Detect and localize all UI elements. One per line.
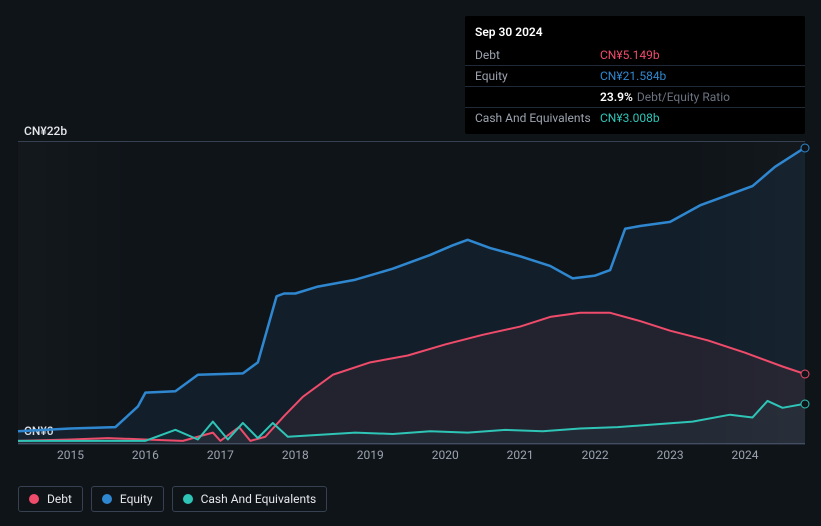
series-end-marker-equity [801,143,810,152]
x-axis-tick-label: 2020 [432,448,459,462]
legend-label: Debt [47,492,72,506]
legend-label: Equity [120,492,153,506]
legend-item-cash[interactable]: Cash And Equivalents [172,486,328,512]
info-card: Sep 30 2024 DebtCN¥5.149bEquityCN¥21.584… [465,16,805,134]
info-row-label: Debt [475,48,600,62]
x-axis-tick-label: 2016 [132,448,159,462]
x-axis-tick-label: 2024 [732,448,759,462]
debt-equity-ratio-label: Debt/Equity Ratio [637,90,730,104]
info-row: Cash And EquivalentsCN¥3.008b [465,108,805,128]
info-row-label: Cash And Equivalents [475,111,600,125]
chart-plot-area [18,141,805,444]
x-axis-tick-label: 2017 [207,448,234,462]
x-axis-tick-label: 2019 [357,448,384,462]
legend-swatch-icon [29,494,39,504]
info-row: EquityCN¥21.584b [465,66,805,87]
info-row-label: Equity [475,69,600,83]
info-row-value: 23.9% Debt/Equity Ratio [600,90,795,104]
info-date: Sep 30 2024 [465,22,805,45]
info-row-label [475,90,600,104]
chart-svg [18,142,805,445]
x-axis-tick-label: 2018 [282,448,309,462]
y-axis-max-label: CN¥22b [24,124,67,138]
info-rows: DebtCN¥5.149bEquityCN¥21.584b23.9%Debt/E… [465,45,805,128]
debt-equity-ratio-pct: 23.9% [600,90,633,104]
x-axis-labels: 2015 2016 2017 2018 2019 2020 2021 2022 2023 2024 [18,448,805,468]
info-row: DebtCN¥5.149b [465,45,805,66]
x-axis-tick-label: 2022 [582,448,609,462]
x-axis-tick-label: 2021 [507,448,534,462]
legend-swatch-icon [102,494,112,504]
info-row: 23.9% Debt/Equity Ratio [465,87,805,108]
chart-legend: Debt Equity Cash And Equivalents [18,486,327,512]
x-axis-tick-label: 2015 [57,448,84,462]
legend-item-debt[interactable]: Debt [18,486,83,512]
x-axis-tick-label: 2023 [657,448,684,462]
info-row-value: CN¥3.008b [600,111,795,125]
info-row-value: CN¥5.149b [600,48,795,62]
legend-item-equity[interactable]: Equity [91,486,164,512]
info-row-value: CN¥21.584b [600,69,795,83]
legend-label: Cash And Equivalents [201,492,317,506]
series-end-marker-debt [801,370,810,379]
legend-swatch-icon [183,494,193,504]
series-end-marker-cash [801,399,810,408]
